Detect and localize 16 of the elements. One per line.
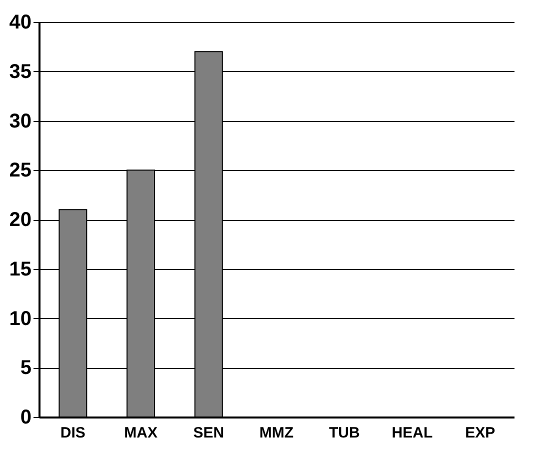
x-tick-label: MMZ <box>259 424 294 442</box>
y-tick-label: 30 <box>9 110 32 132</box>
y-tick-label: 5 <box>20 357 32 380</box>
y-tick-label: 0 <box>20 406 32 428</box>
y-tick-label: 10 <box>9 308 32 330</box>
y-tick-label: 20 <box>9 209 32 231</box>
y-tick-label: 35 <box>9 60 32 83</box>
x-tick-label: DIS <box>60 424 86 442</box>
y-tick-label: 25 <box>9 160 32 182</box>
x-tick-label: HEAL <box>392 424 433 442</box>
y-tick-label: 15 <box>9 258 32 280</box>
x-tick-label: MAX <box>124 424 158 442</box>
y-tick-label: 40 <box>9 12 32 34</box>
x-tick-label: SEN <box>193 424 224 442</box>
x-tick-label: EXP <box>465 424 496 442</box>
x-tick-label: TUB <box>328 424 360 442</box>
